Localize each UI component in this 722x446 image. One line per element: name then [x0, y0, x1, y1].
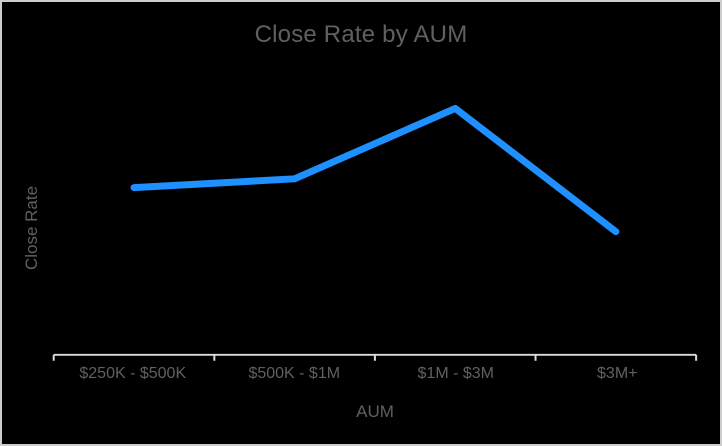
x-tick-label: $250K - $500K [79, 365, 187, 382]
data-line-close-rate [130, 104, 620, 236]
x-tick-label: $500K - $1M [248, 365, 341, 382]
x-tick-label: $3M+ [597, 365, 638, 382]
chart-title: Close Rate by AUM [254, 21, 468, 48]
x-axis-title: AUM [356, 402, 394, 421]
x-tick-label: $1M - $3M [417, 365, 494, 382]
y-axis-title: Close Rate [22, 185, 41, 271]
x-axis-tick-labels: $250K - $500K $500K - $1M $1M - $3M $3M+ [52, 364, 698, 384]
